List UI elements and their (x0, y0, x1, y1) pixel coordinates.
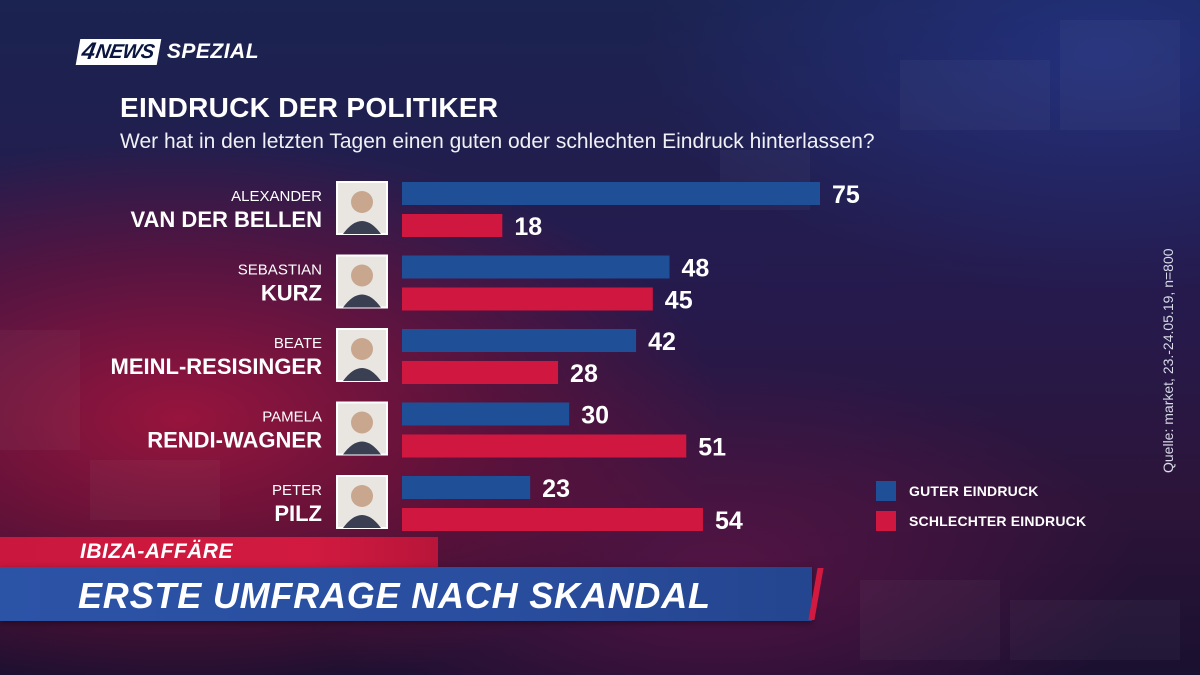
source-note: Quelle: market, 23.-24.05.19, n=800 (1160, 248, 1176, 473)
chart-subtitle: Wer hat in den letzten Tagen einen guten… (120, 130, 875, 153)
value-label-bad: 28 (570, 360, 598, 388)
bar-bad (402, 214, 503, 237)
candidate-last-name: RENDI-WAGNER (147, 428, 322, 453)
bar-good (402, 402, 570, 426)
bar-bad (402, 434, 687, 458)
candidate-last-name: KURZ (261, 281, 322, 306)
value-label-good: 30 (581, 402, 609, 430)
legend-swatch-good (876, 481, 896, 501)
candidate-first-name: PETER (272, 482, 322, 499)
legend-swatch-bad (876, 511, 896, 531)
value-label-good: 48 (682, 255, 710, 283)
value-label-bad: 18 (514, 213, 542, 241)
portrait-shoulders (343, 515, 381, 528)
candidate-first-name: SEBASTIAN (238, 262, 322, 279)
chart-legend: GUTER EINDRUCK SCHLECHTER EINDRUCK (876, 480, 1086, 540)
legend-label-bad: SCHLECHTER EINDRUCK (909, 513, 1087, 529)
candidate-last-name: PILZ (274, 501, 322, 526)
ticker-headline-bar: ERSTE UMFRAGE NACH SKANDAL (0, 567, 812, 621)
candidate-first-name: PAMELA (262, 409, 322, 426)
bar-good (402, 329, 637, 352)
ticker-kicker-bar: IBIZA-AFFÄRE (0, 537, 438, 567)
bar-bad (402, 508, 703, 531)
ticker-kicker: IBIZA-AFFÄRE (80, 540, 233, 563)
portrait-shoulders (343, 221, 381, 234)
portrait-shoulders (343, 368, 381, 381)
bar-good (402, 476, 531, 499)
portrait-head (351, 485, 373, 507)
portrait-shoulders (343, 441, 381, 455)
channel-logo: 4 NEWS SPEZIAL (75, 38, 260, 66)
portrait-shoulders (343, 294, 381, 308)
value-label-good: 23 (542, 475, 570, 503)
legend-label-good: GUTER EINDRUCK (909, 483, 1039, 499)
value-label-good: 42 (648, 328, 676, 356)
legend-item-bad: SCHLECHTER EINDRUCK (876, 510, 1086, 532)
value-label-bad: 45 (665, 287, 693, 315)
value-label-bad: 54 (715, 507, 743, 535)
portrait-head (351, 411, 373, 434)
portrait-head (351, 264, 373, 287)
bar-bad (402, 361, 559, 384)
candidate-last-name: VAN DER BELLEN (131, 207, 323, 232)
logo-suffix: SPEZIAL (166, 40, 260, 63)
bar-bad (402, 287, 653, 311)
portrait-head (351, 338, 373, 360)
value-label-bad: 51 (698, 434, 726, 462)
candidate-last-name: MEINL-RESISINGER (111, 354, 323, 379)
ticker-headline: ERSTE UMFRAGE NACH SKANDAL (78, 575, 711, 616)
legend-item-good: GUTER EINDRUCK (876, 480, 1086, 502)
bar-good (402, 255, 670, 279)
chart-title: EINDRUCK DER POLITIKER (120, 92, 499, 123)
candidate-first-name: ALEXANDER (231, 188, 322, 205)
bar-good (402, 182, 820, 205)
portrait-head (351, 191, 373, 213)
value-label-good: 75 (832, 181, 860, 209)
candidate-first-name: BEATE (274, 335, 322, 352)
